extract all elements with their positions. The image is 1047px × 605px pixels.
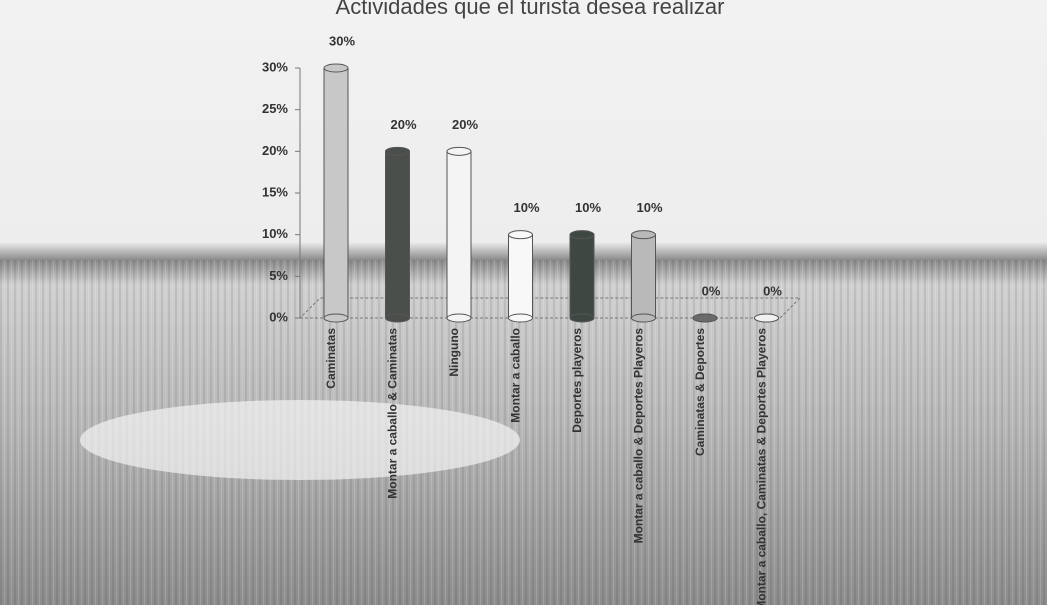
bar-base	[631, 313, 656, 323]
data-label: 20%	[390, 117, 416, 132]
background-highlight	[80, 400, 520, 480]
y-tick-label: 25%	[262, 101, 288, 116]
data-label: 0%	[702, 283, 721, 298]
y-tick-label: 20%	[262, 143, 288, 158]
x-tick-label: Montar a caballo	[509, 328, 523, 423]
bar-top	[569, 230, 595, 240]
data-label: 30%	[329, 33, 355, 48]
x-tick-label: Ninguno	[447, 328, 461, 377]
bar-top	[631, 230, 656, 240]
y-tick-label: 5%	[269, 268, 288, 283]
bar	[569, 230, 595, 323]
bar	[754, 313, 779, 323]
bar-body	[508, 234, 533, 319]
bar	[631, 230, 656, 323]
data-label: 10%	[636, 200, 662, 215]
floor	[298, 297, 802, 319]
bar-top	[754, 313, 779, 323]
bar-base	[508, 313, 533, 323]
bar-base	[446, 313, 472, 323]
bar-body	[631, 234, 656, 319]
x-tick-label: Caminatas & Deportes	[693, 328, 707, 456]
bar-top	[446, 146, 472, 156]
bar-top	[508, 230, 533, 240]
bar-body	[385, 150, 410, 319]
x-tick-label: Caminatas	[324, 328, 338, 389]
x-tick-label: Montar a caballo & Deportes Playeros	[632, 328, 646, 544]
bar	[692, 313, 718, 323]
bar-body	[569, 234, 595, 319]
bar-top	[385, 146, 410, 156]
x-tick-label: Deportes playeros	[570, 328, 584, 433]
bar	[508, 230, 533, 323]
y-tick-label: 30%	[262, 59, 288, 74]
bar-top	[323, 63, 349, 73]
data-label: 20%	[452, 117, 478, 132]
bar-base	[323, 313, 349, 323]
x-tick-label: Montar a caballo, Caminatas & Deportes P…	[755, 328, 769, 605]
bar-body	[446, 150, 472, 319]
bar	[446, 146, 472, 323]
y-tick-label: 15%	[262, 184, 288, 199]
bar-base	[385, 313, 410, 323]
chart-title: Actividades que el turista desea realiza…	[336, 0, 725, 19]
data-label: 10%	[513, 200, 539, 215]
bar-body	[323, 67, 349, 319]
y-tick-label: 10%	[262, 226, 288, 241]
x-tick-label: Montar a caballo & Caminatas	[386, 328, 400, 499]
data-label: 10%	[575, 200, 601, 215]
bar	[385, 146, 410, 323]
y-tick-label: 0%	[269, 309, 288, 324]
data-label: 0%	[763, 283, 782, 298]
bar-base	[569, 313, 595, 323]
bar	[323, 63, 349, 323]
bar-top	[692, 313, 718, 323]
